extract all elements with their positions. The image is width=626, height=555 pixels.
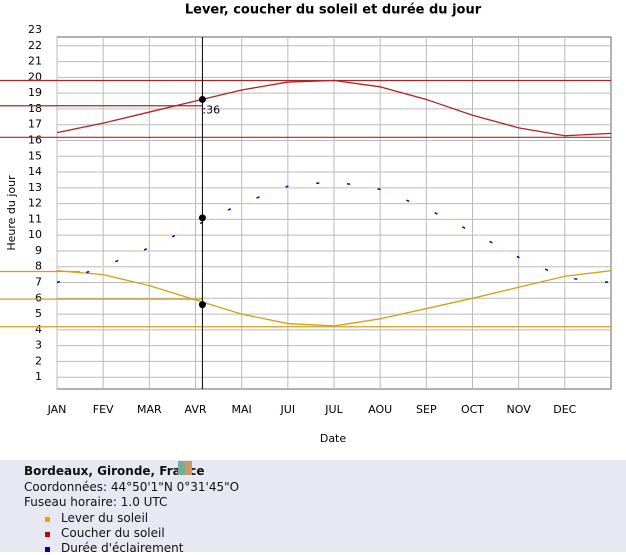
y-tick-label: 9 bbox=[35, 244, 42, 257]
x-tick-label: FEV bbox=[93, 403, 114, 416]
legend-swatch bbox=[45, 532, 50, 537]
coords: Coordonnées: 44°50'1"N 0°31'45"O bbox=[24, 480, 240, 494]
legend-swatch bbox=[45, 517, 50, 522]
y-tick-label: 12 bbox=[28, 197, 42, 210]
x-tick-label: AVR bbox=[185, 403, 207, 416]
info-panel: Bordeaux, Gironde, France Coordonnées: 4… bbox=[0, 460, 626, 555]
y-tick-label: 15 bbox=[28, 149, 42, 162]
y-tick-label: 22 bbox=[28, 39, 42, 52]
x-axis-label: Date bbox=[320, 432, 347, 445]
series-line bbox=[56, 180, 612, 284]
y-tick-label: 2 bbox=[35, 354, 42, 367]
x-tick-label: MAI bbox=[232, 403, 252, 416]
x-tick-label: AOU bbox=[368, 403, 392, 416]
cursor-point bbox=[198, 301, 206, 309]
x-tick-label: DEC bbox=[553, 403, 576, 416]
y-tick-label: 11 bbox=[28, 212, 42, 225]
x-tick-label: JUL bbox=[324, 403, 343, 416]
legend-label: Durée d'éclairement bbox=[61, 541, 184, 555]
y-tick-label: 19 bbox=[28, 86, 42, 99]
y-tick-label: 17 bbox=[28, 118, 42, 131]
y-tick-label: 1 bbox=[35, 370, 42, 383]
x-tick-label: SEP bbox=[416, 403, 437, 416]
y-tick-label: 13 bbox=[28, 181, 42, 194]
y-tick-label: 5 bbox=[35, 307, 42, 320]
legend-swatch bbox=[45, 547, 50, 552]
x-tick-label: NOV bbox=[507, 403, 532, 416]
timezone: Fuseau horaire: 1.0 UTC bbox=[24, 495, 168, 509]
y-tick-label: 6 bbox=[35, 291, 42, 304]
y-tick-label: 14 bbox=[28, 165, 42, 178]
y-tick-label: 16 bbox=[28, 133, 42, 146]
place: Bordeaux, Gironde, France bbox=[24, 464, 205, 478]
legend-label: Lever du soleil bbox=[61, 511, 149, 525]
y-tick-label: 20 bbox=[28, 70, 42, 83]
series-line bbox=[56, 270, 612, 327]
x-tick-label: JAN bbox=[47, 403, 67, 416]
flag-icon bbox=[178, 461, 192, 475]
y-tick-label: 8 bbox=[35, 260, 42, 273]
chart: Lever, coucher du soleil et durée du jou… bbox=[0, 3, 612, 445]
chart-title: Lever, coucher du soleil et durée du jou… bbox=[185, 3, 482, 18]
cursor-point bbox=[198, 95, 206, 103]
legend-label: Coucher du soleil bbox=[61, 526, 165, 540]
cursor-point bbox=[198, 214, 206, 222]
y-tick-label: 3 bbox=[35, 339, 42, 352]
cursor-label: :36 bbox=[202, 103, 220, 116]
series-line bbox=[56, 79, 612, 137]
y-tick-label: 18 bbox=[28, 102, 42, 115]
y-tick-label: 4 bbox=[35, 323, 42, 336]
series-line-halo bbox=[56, 181, 612, 284]
y-axis-label: Heure du jour bbox=[5, 175, 18, 251]
y-tick-label: 10 bbox=[28, 228, 42, 241]
x-tick-label: MAR bbox=[137, 403, 162, 416]
x-tick-label: OCT bbox=[461, 403, 484, 416]
y-tick-label: 7 bbox=[35, 276, 42, 289]
y-tick-label: 21 bbox=[28, 55, 42, 68]
x-tick-label: JUI bbox=[280, 403, 296, 416]
y-tick-label: 23 bbox=[28, 23, 42, 36]
